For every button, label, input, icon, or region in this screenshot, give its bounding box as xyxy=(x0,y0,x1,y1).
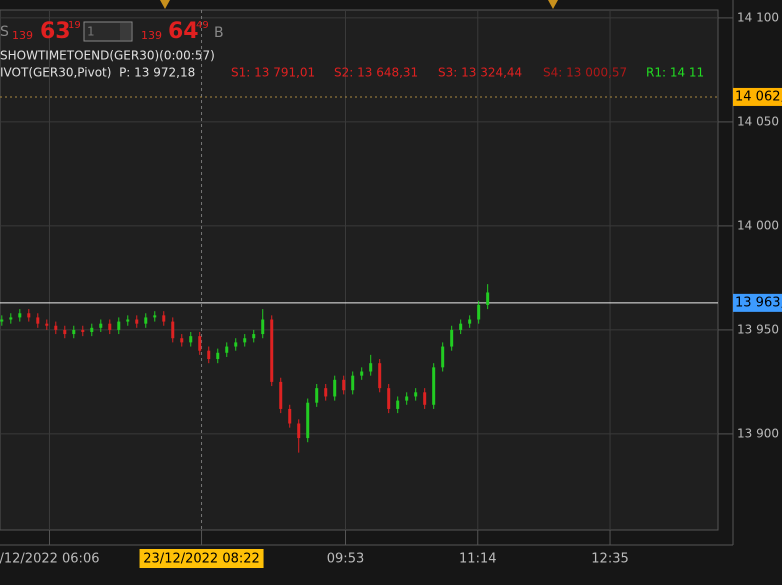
candle-body xyxy=(342,379,346,391)
candle-body xyxy=(315,388,319,403)
candle-body xyxy=(288,408,292,424)
y-tick-label: 14 050 xyxy=(737,114,779,128)
candle-body xyxy=(468,319,472,324)
price-tag-label: 13 963, xyxy=(735,295,782,310)
candle-body xyxy=(81,329,85,332)
plot-area xyxy=(0,9,719,531)
quote-suffix: B xyxy=(214,25,224,41)
marker xyxy=(548,0,558,9)
ask-frac: 49 xyxy=(196,20,209,31)
candle-body xyxy=(270,319,274,382)
candle-body xyxy=(189,336,193,343)
candle-body xyxy=(27,313,31,318)
candle-body xyxy=(414,392,418,397)
candle-body xyxy=(369,363,373,372)
x-tick-label: 23/12/2022 08:22 xyxy=(143,552,260,567)
candle-body xyxy=(432,367,436,405)
candle-body xyxy=(117,321,121,330)
candle-body xyxy=(252,334,256,339)
y-tick-label: 14 000 xyxy=(737,218,779,232)
candle-body xyxy=(333,379,337,397)
candle-body xyxy=(405,396,409,401)
candle-body xyxy=(144,317,148,324)
candle-body xyxy=(243,338,247,343)
s1-indicator: S1: 13 791,01 xyxy=(231,66,315,80)
candle-body xyxy=(207,350,211,360)
candle-body xyxy=(72,329,76,335)
candle-body xyxy=(396,400,400,409)
candle-body xyxy=(261,319,265,335)
candle-body xyxy=(387,388,391,409)
bid-frac: 19 xyxy=(68,20,81,31)
candle-body xyxy=(90,327,94,332)
pivot-indicator: IVOT(GER30,Pivot) P: 13 972,18 xyxy=(0,66,195,80)
price-tag xyxy=(733,293,782,312)
candle-body xyxy=(18,313,22,318)
candle-body xyxy=(279,381,283,409)
candle-body xyxy=(297,423,301,439)
candle-body xyxy=(306,402,310,439)
candle-body xyxy=(234,342,238,347)
candle-body xyxy=(351,375,355,391)
r1-indicator: R1: 14 11 xyxy=(646,66,704,80)
candle-body xyxy=(162,315,166,322)
candle-body xyxy=(198,336,202,351)
candle-body xyxy=(135,319,139,324)
y-tick-label: 13 950 xyxy=(737,322,779,336)
s4-indicator: S4: 13 000,57 xyxy=(543,66,627,80)
candle-body xyxy=(486,292,490,305)
candle-body xyxy=(45,323,49,326)
candle-body xyxy=(324,388,328,397)
qty-value[interactable]: 1 xyxy=(87,25,95,39)
candle-body xyxy=(36,317,40,324)
s2-indicator: S2: 13 648,31 xyxy=(334,66,418,80)
y-tick-label: 13 900 xyxy=(737,426,779,440)
ask-big: 139 xyxy=(141,29,162,42)
quote-prefix: S xyxy=(0,24,9,40)
candle-body xyxy=(171,321,175,339)
candle-body xyxy=(441,346,445,368)
candle-body xyxy=(360,371,364,376)
plot: 13 900 13 950 14 000 14 050 14 100/12/2022 0… xyxy=(0,10,782,568)
bid-main: 63 xyxy=(40,19,71,44)
ask-main: 64 xyxy=(168,19,199,44)
price-tag xyxy=(733,87,782,106)
candle-body xyxy=(9,317,13,320)
s3-indicator: S3: 13 324,44 xyxy=(438,66,522,80)
x-tick-label: 12:35 xyxy=(591,552,628,567)
candle-body xyxy=(450,329,454,347)
x-tick-label: /12/2022 06:06 xyxy=(0,552,99,567)
candle-body xyxy=(153,315,157,318)
candle-body xyxy=(126,319,130,322)
candle-body xyxy=(378,363,382,389)
timer-indicator: SHOWTIMETOEND(GER30)(0:00:57) xyxy=(0,49,215,63)
candle-body xyxy=(225,346,229,353)
candle-body xyxy=(108,323,112,330)
x-tick-label: 09:53 xyxy=(327,552,364,567)
x-highlight xyxy=(139,549,264,568)
candle-body xyxy=(99,323,103,328)
candle-body xyxy=(54,325,58,330)
candle-body xyxy=(0,319,4,322)
x-tick-label: 11:14 xyxy=(459,552,496,567)
marker xyxy=(160,0,170,9)
candle-body xyxy=(423,392,427,405)
candle-body xyxy=(63,329,67,335)
bid-big: 139 xyxy=(12,29,33,42)
candle-body xyxy=(180,338,184,343)
qty-dropdown[interactable] xyxy=(120,23,131,40)
candle-body xyxy=(477,304,481,320)
price-tag-label: 14 062, xyxy=(735,89,782,104)
candle-body xyxy=(459,323,463,330)
y-tick-label: 14 100 xyxy=(737,10,779,24)
candle-body xyxy=(216,352,220,360)
